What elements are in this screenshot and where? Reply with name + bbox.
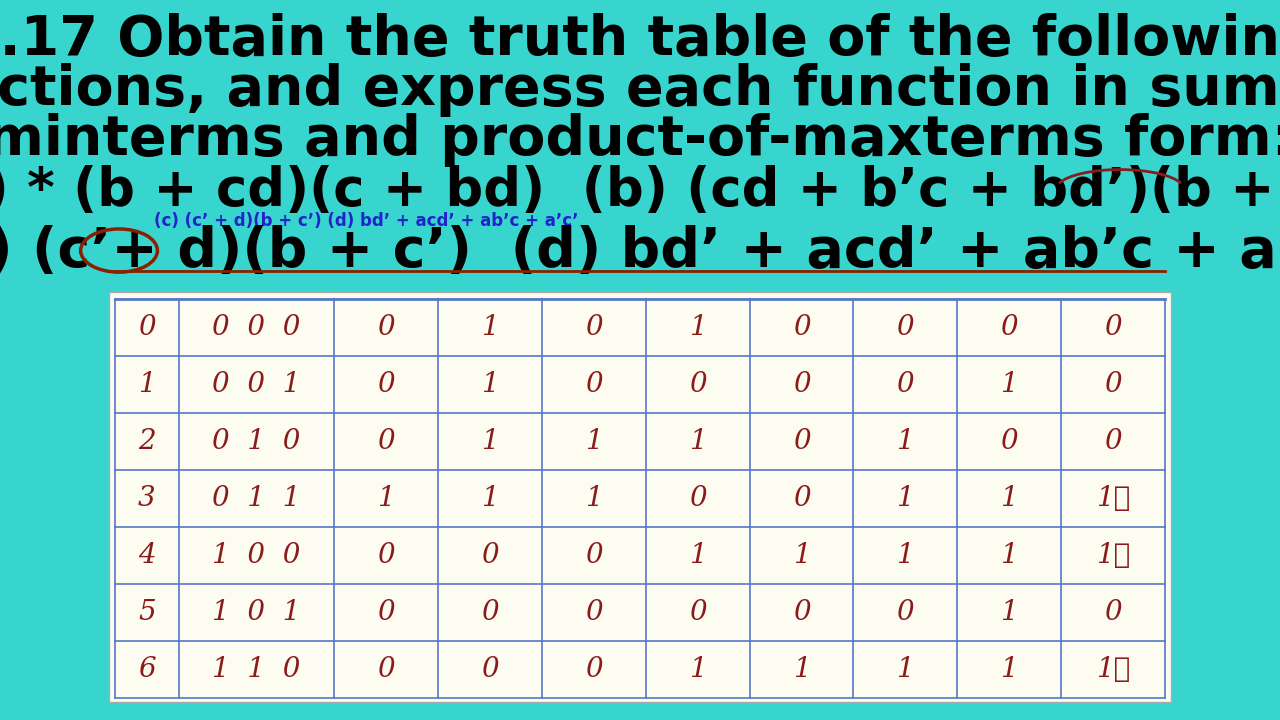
Text: 1  0  1: 1 0 1 <box>212 599 301 626</box>
Text: 1: 1 <box>896 485 914 512</box>
Text: 0: 0 <box>585 314 603 341</box>
Text: (c) (c’ + d)(b + c’) (d) bd’ + acd’ + ab’c + a’c’: (c) (c’ + d)(b + c’) (d) bd’ + acd’ + ab… <box>154 212 579 230</box>
Text: 0: 0 <box>689 371 707 398</box>
Text: 1✓: 1✓ <box>1096 657 1130 683</box>
Text: 1✓: 1✓ <box>1096 485 1130 512</box>
Text: 1✓: 1✓ <box>1096 542 1130 570</box>
Text: 0: 0 <box>481 599 499 626</box>
Text: 3: 3 <box>138 485 156 512</box>
Text: 1: 1 <box>792 542 810 570</box>
Text: 1: 1 <box>689 428 707 455</box>
Text: functions, and express each function in sum-of-: functions, and express each function in … <box>0 63 1280 117</box>
Text: 0: 0 <box>792 428 810 455</box>
Text: 1: 1 <box>585 428 603 455</box>
Text: 1: 1 <box>896 657 914 683</box>
Text: 1: 1 <box>1000 657 1018 683</box>
Text: 0: 0 <box>1000 428 1018 455</box>
Text: 2: 2 <box>138 428 156 455</box>
Text: 0: 0 <box>689 599 707 626</box>
Text: 1: 1 <box>481 314 499 341</box>
Text: 0: 0 <box>378 657 396 683</box>
Text: 1: 1 <box>481 428 499 455</box>
Text: 0: 0 <box>378 428 396 455</box>
Text: 6: 6 <box>138 657 156 683</box>
Text: 0: 0 <box>378 599 396 626</box>
Text: (c) (c’+ d)(b + c’)  (d) bd’ + acd’ + ab’c + a’c’: (c) (c’+ d)(b + c’) (d) bd’ + acd’ + ab’… <box>0 225 1280 279</box>
Text: 0: 0 <box>1000 314 1018 341</box>
Text: 0: 0 <box>896 314 914 341</box>
Text: 1: 1 <box>689 542 707 570</box>
Text: 0: 0 <box>792 485 810 512</box>
Text: 0: 0 <box>585 371 603 398</box>
Text: 1: 1 <box>792 657 810 683</box>
Text: 1  0  0: 1 0 0 <box>212 542 301 570</box>
Text: 0  1  0: 0 1 0 <box>212 428 301 455</box>
Text: 0: 0 <box>792 599 810 626</box>
Text: 1: 1 <box>481 371 499 398</box>
Text: 0  1  1: 0 1 1 <box>212 485 301 512</box>
Text: 1: 1 <box>1000 542 1018 570</box>
Text: 1: 1 <box>138 371 156 398</box>
Text: 2.17 Obtain the truth table of the following: 2.17 Obtain the truth table of the follo… <box>0 12 1280 67</box>
Text: 0: 0 <box>792 314 810 341</box>
Text: (a) * (b + cd)(c + bd)  (b) (cd + b’c + bd’)(b + d): (a) * (b + cd)(c + bd) (b) (cd + b’c + b… <box>0 165 1280 217</box>
Text: 1: 1 <box>585 485 603 512</box>
Text: 0  0  0: 0 0 0 <box>212 314 301 341</box>
Text: 0: 0 <box>896 599 914 626</box>
Text: 0: 0 <box>1105 428 1121 455</box>
Text: minterms and product-of-maxterms form:: minterms and product-of-maxterms form: <box>0 113 1280 167</box>
Text: 0: 0 <box>585 657 603 683</box>
Text: 0: 0 <box>585 542 603 570</box>
Text: 0: 0 <box>138 314 156 341</box>
Text: 1  1  0: 1 1 0 <box>212 657 301 683</box>
Text: 0: 0 <box>585 599 603 626</box>
Text: 0: 0 <box>378 371 396 398</box>
Text: 0  0  1: 0 0 1 <box>212 371 301 398</box>
Text: 0: 0 <box>1105 599 1121 626</box>
Text: 1: 1 <box>1000 485 1018 512</box>
Text: 0: 0 <box>481 542 499 570</box>
Text: 0: 0 <box>689 485 707 512</box>
Text: 0: 0 <box>378 314 396 341</box>
Text: 1: 1 <box>689 314 707 341</box>
Text: 0: 0 <box>378 542 396 570</box>
Text: 0: 0 <box>1105 314 1121 341</box>
Text: 1: 1 <box>481 485 499 512</box>
Text: 4: 4 <box>138 542 156 570</box>
Text: 1: 1 <box>1000 599 1018 626</box>
Text: 1: 1 <box>896 428 914 455</box>
Text: 1: 1 <box>1000 371 1018 398</box>
Text: 0: 0 <box>896 371 914 398</box>
Text: 1: 1 <box>378 485 396 512</box>
FancyBboxPatch shape <box>109 292 1171 702</box>
Text: 5: 5 <box>138 599 156 626</box>
Text: 0: 0 <box>792 371 810 398</box>
Text: 1: 1 <box>689 657 707 683</box>
Text: 0: 0 <box>481 657 499 683</box>
Text: 1: 1 <box>896 542 914 570</box>
Text: 0: 0 <box>1105 371 1121 398</box>
